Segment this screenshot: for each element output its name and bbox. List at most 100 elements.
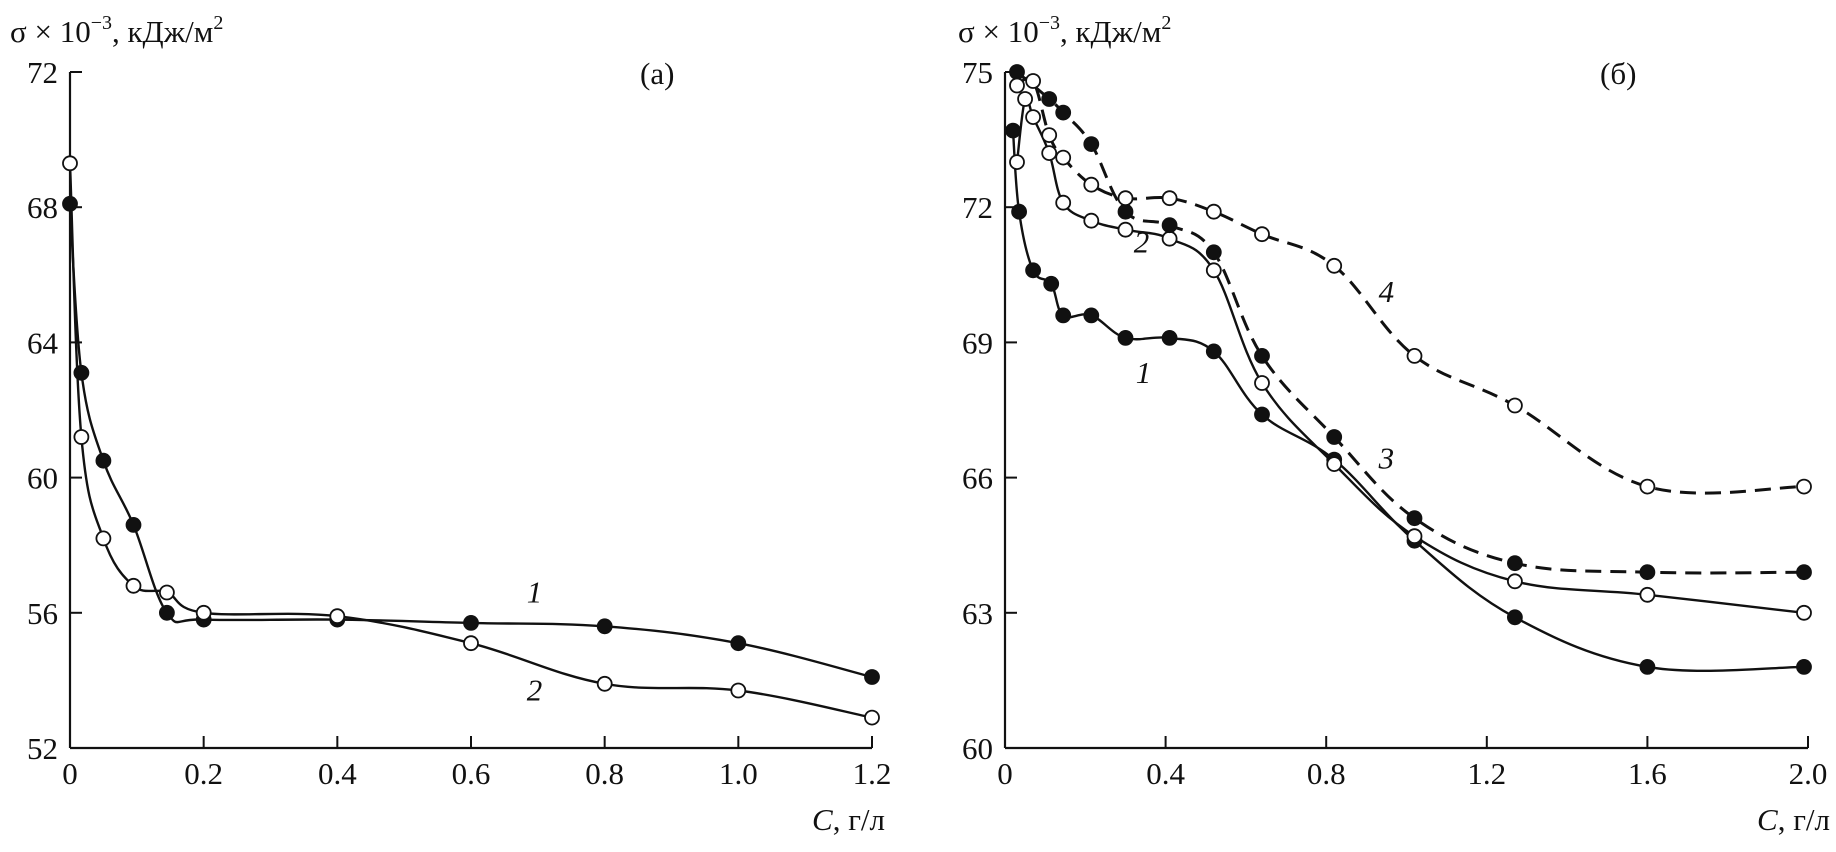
chart-panel-1: 52 56 60 64 68 72 0 0.2 0.4 0.6 0.8 1.0 1.2 σ × 10−3,…: [10, 12, 891, 837]
data-point: [1117, 203, 1134, 220]
series-line: [1016, 70, 1805, 575]
data-point: [1796, 604, 1812, 621]
data-point: [195, 604, 212, 621]
data-point: [1406, 347, 1423, 364]
data-point: [1009, 64, 1025, 80]
data-point: [95, 530, 112, 547]
data-point: [1011, 203, 1027, 220]
data-point: [1254, 226, 1270, 243]
data-point: [1639, 564, 1656, 581]
x-tick-label: 2.0: [1789, 756, 1828, 791]
x-tick-label: 0.6: [452, 756, 491, 791]
data-point: [1117, 329, 1134, 346]
data-point: [1406, 528, 1423, 545]
data-point: [463, 635, 479, 652]
y-tick-label: 68: [27, 190, 58, 225]
data-point: [125, 517, 142, 533]
data-point: [329, 608, 346, 625]
series-label: 3: [1378, 441, 1395, 476]
data-point: [596, 618, 613, 635]
series-label: 1: [527, 575, 543, 610]
data-point: [1055, 194, 1072, 211]
x-tick-label: 1.2: [853, 756, 892, 791]
data-point: [1043, 275, 1060, 292]
series-1: 1: [1005, 122, 1812, 675]
data-point: [158, 584, 175, 601]
y-tick-label: 60: [962, 731, 993, 766]
data-point: [1083, 176, 1100, 193]
data-point: [1796, 478, 1812, 495]
y-axis-label: σ × 10−3, кДж/м2: [10, 12, 223, 49]
data-point: [1055, 104, 1072, 121]
data-point: [1017, 91, 1033, 107]
data-point: [1326, 456, 1343, 473]
y-tick-label: 56: [27, 596, 58, 631]
data-point: [1639, 586, 1656, 603]
x-tick-label: 1.2: [1467, 756, 1506, 791]
data-point: [864, 709, 880, 726]
x-tick-label: 0: [62, 756, 78, 791]
data-point: [1326, 257, 1343, 274]
series-label: 4: [1379, 274, 1395, 309]
data-point: [1009, 77, 1025, 94]
data-point: [1796, 659, 1812, 675]
data-point: [1055, 307, 1072, 324]
data-point: [1117, 190, 1134, 207]
data-point: [1205, 343, 1222, 360]
series-2: 2: [1009, 91, 1812, 621]
y-tick-label: 52: [27, 731, 58, 766]
data-point: [1406, 510, 1423, 527]
series-line: [68, 163, 873, 719]
series-label: 2: [1134, 224, 1150, 259]
y-tick-label: 64: [27, 325, 59, 360]
data-point: [1507, 397, 1523, 414]
y-tick-label: 75: [962, 55, 993, 90]
chart-panel-2: 60 63 66 69 72 75 0 0.4 0.8 1.2 1.6 2.0 σ × 10−3, кД…: [958, 12, 1830, 837]
data-point: [1507, 555, 1523, 572]
x-tick-label: 0.4: [318, 756, 357, 791]
data-point: [1796, 564, 1812, 581]
data-point: [1161, 190, 1178, 207]
data-point: [864, 669, 880, 685]
data-point: [1254, 347, 1270, 364]
data-point: [62, 155, 78, 172]
data-point: [1025, 262, 1041, 279]
series-4: 4: [1009, 73, 1812, 495]
y-tick-label: 69: [962, 325, 993, 360]
data-point: [1083, 136, 1100, 153]
data-point: [1161, 217, 1178, 234]
series-line: [1016, 76, 1805, 495]
data-point: [1507, 609, 1523, 626]
data-point: [1205, 203, 1222, 220]
y-axis-label: σ × 10−3, кДж/м2: [958, 12, 1171, 49]
data-point: [1205, 262, 1222, 279]
data-point: [1041, 91, 1058, 107]
data-point: [1083, 307, 1100, 324]
y-tick-label: 60: [27, 461, 58, 496]
y-tick-label: 63: [962, 596, 993, 631]
data-point: [125, 577, 142, 594]
data-point: [730, 682, 747, 699]
series-line: [68, 203, 873, 679]
data-point: [1055, 149, 1072, 166]
x-tick-label: 0: [997, 756, 1013, 791]
data-point: [95, 452, 112, 469]
panel-label: (б): [1600, 56, 1636, 91]
x-axis-label: C, г/л: [1757, 802, 1830, 837]
data-point: [1254, 375, 1270, 391]
data-point: [1639, 659, 1656, 675]
x-tick-label: 0.8: [1307, 756, 1346, 791]
data-point: [1005, 122, 1021, 139]
y-tick-label: 66: [962, 461, 993, 496]
y-tick-label: 72: [962, 190, 993, 225]
data-point: [1009, 154, 1025, 171]
data-point: [1205, 244, 1222, 261]
data-point: [1083, 212, 1100, 229]
y-tick-label: 72: [27, 55, 58, 90]
data-point: [1254, 406, 1270, 423]
series-2: 2: [62, 155, 880, 726]
data-point: [1161, 230, 1178, 247]
x-tick-label: 1.0: [719, 756, 758, 791]
data-point: [158, 604, 175, 621]
